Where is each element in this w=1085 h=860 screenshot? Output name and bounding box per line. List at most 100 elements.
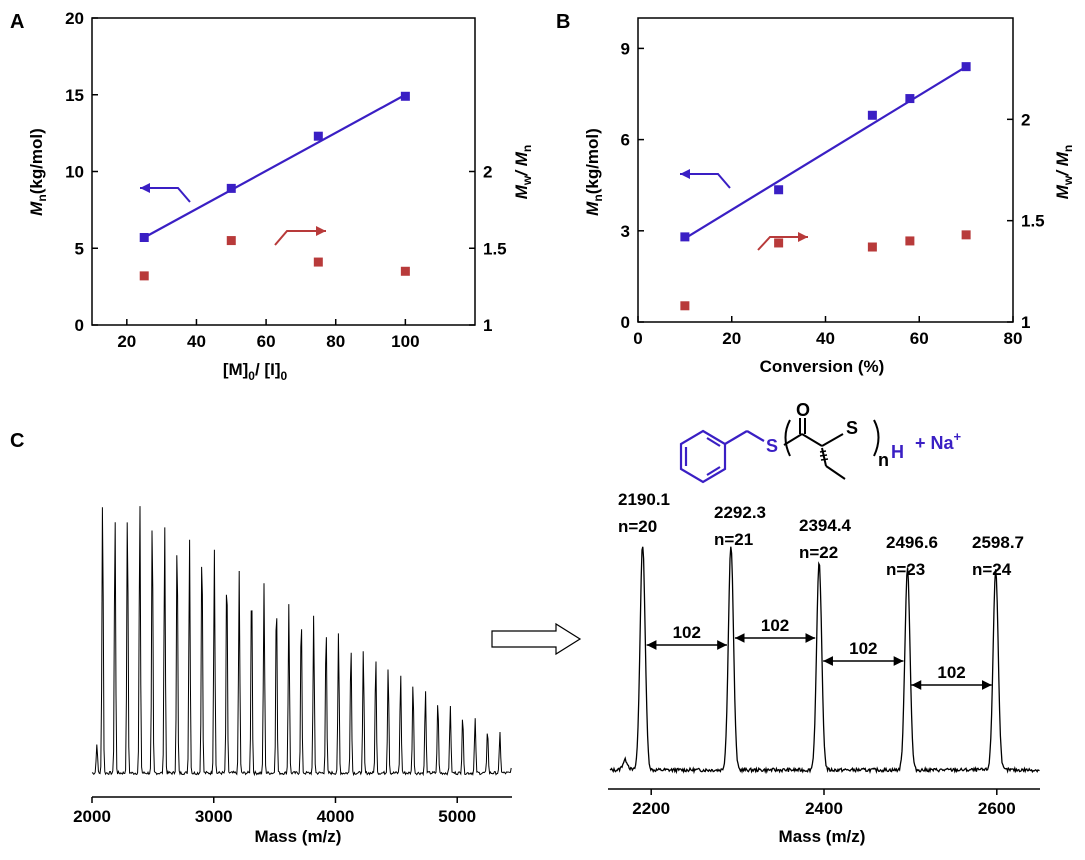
x-tick-label: 2400	[805, 799, 843, 818]
x-tick-label: 2000	[73, 807, 111, 826]
y-tick-label: 10	[65, 163, 84, 182]
y2-tick-label: 2	[483, 163, 492, 182]
y2-tick-label: 1	[1021, 313, 1030, 332]
y2-tick-label: 2	[1021, 110, 1030, 129]
x-tick-label: 2600	[978, 799, 1016, 818]
mn-data-point	[774, 185, 784, 195]
y2-tick-label: 1.5	[1021, 212, 1045, 231]
structure-n-subscript: n	[878, 450, 889, 470]
x-tick-label: 20	[117, 332, 136, 351]
x-tick-label: 4000	[317, 807, 355, 826]
dispersity-data-point	[313, 257, 323, 267]
mn-data-point	[139, 233, 149, 243]
peak-mass-label: 2598.7	[972, 533, 1024, 552]
spectrum-trace	[91, 506, 512, 777]
peak-mass-label: 2292.3	[714, 503, 766, 522]
mn-data-point	[905, 94, 915, 104]
chart-c-left: 2000 3000 4000 5000	[73, 506, 512, 826]
chart-b-y2label: Mw/ Mn	[1053, 145, 1075, 199]
peak-mass-label: 2394.4	[799, 516, 852, 535]
benzene-ring-icon	[679, 429, 765, 484]
right-axis-arrow-icon	[274, 226, 326, 246]
structure-sodium: + Na+	[915, 429, 962, 453]
spacing-label: 102	[849, 639, 877, 658]
dispersity-data-point	[400, 266, 410, 276]
panel-letter-b: B	[556, 11, 570, 33]
mn-data-point	[226, 183, 236, 193]
x-tick-label: 40	[816, 329, 835, 348]
chemical-structure: S O S n H + Na+	[679, 400, 962, 484]
chart-a-xlabel: [M]0/ [I]0	[223, 360, 288, 383]
structure-sulfur-1: S	[766, 436, 778, 456]
mn-data-point	[961, 62, 971, 72]
y-tick-label: 5	[75, 239, 84, 258]
dispersity-data-point	[905, 236, 915, 246]
chart-c-left-xlabel: Mass (m/z)	[255, 827, 342, 846]
spectrum-trace	[609, 546, 1040, 775]
spacing-label: 102	[937, 663, 965, 682]
dispersity-data-point	[867, 242, 877, 252]
spacing-label: 102	[761, 616, 789, 635]
structure-hydrogen: H	[891, 442, 904, 462]
chart-b-ylabel: Mn(kg/mol)	[583, 128, 605, 216]
dispersity-data-point	[139, 271, 149, 281]
panel-letter-a: A	[10, 11, 24, 33]
dispersity-data-point	[961, 230, 971, 240]
mn-data-point	[400, 91, 410, 101]
peak-n-label: n=24	[972, 560, 1012, 579]
x-tick-label: 20	[722, 329, 741, 348]
plot-frame	[91, 17, 476, 326]
plot-frame	[637, 17, 1014, 323]
chart-b-xlabel: Conversion (%)	[760, 357, 885, 376]
x-tick-label: 80	[1004, 329, 1023, 348]
mn-data-point	[680, 232, 690, 242]
panel-letter-c: C	[10, 430, 24, 452]
fit-line	[143, 93, 406, 239]
x-tick-label: 40	[187, 332, 206, 351]
mn-data-point	[313, 131, 323, 141]
x-tick-label: 3000	[195, 807, 233, 826]
peak-mass-label: 2190.1	[618, 490, 670, 509]
left-axis-arrow-icon	[140, 183, 191, 203]
y-tick-label: 6	[621, 131, 630, 150]
y2-tick-label: 1	[483, 316, 492, 335]
peak-n-label: n=21	[714, 530, 753, 549]
y-tick-label: 0	[621, 313, 630, 332]
fit-line	[684, 65, 967, 240]
chart-c-right-xlabel: Mass (m/z)	[779, 827, 866, 846]
transition-arrow-icon	[491, 622, 582, 656]
x-tick-label: 2200	[632, 799, 670, 818]
structure-oxygen: O	[796, 400, 810, 420]
y-tick-label: 20	[65, 9, 84, 28]
peak-n-label: n=20	[618, 517, 657, 536]
y-tick-label: 9	[621, 39, 630, 58]
dispersity-data-point	[680, 301, 690, 311]
chart-a-y2label: Mw/ Mn	[512, 145, 534, 199]
x-tick-label: 0	[633, 329, 642, 348]
mn-data-point	[867, 110, 877, 120]
x-tick-label: 60	[910, 329, 929, 348]
y-tick-label: 0	[75, 316, 84, 335]
y2-tick-label: 1.5	[483, 239, 507, 258]
monomer-unit-bonds	[783, 418, 880, 480]
chart-b: 0 20 40 60 80 0 3 6 9 1 1.5 2	[621, 17, 1045, 348]
peak-mass-label: 2496.6	[886, 533, 938, 552]
x-tick-label: 60	[257, 332, 276, 351]
chart-a: 20 40 60 80 100 0 5 10 15 20 1 1.5 2	[65, 9, 507, 351]
chart-a-ylabel: Mn(kg/mol)	[27, 128, 49, 216]
left-axis-arrow-icon	[680, 169, 731, 189]
x-tick-label: 80	[326, 332, 345, 351]
spacing-label: 102	[673, 623, 701, 642]
y-tick-label: 3	[621, 222, 630, 241]
dispersity-data-point	[226, 236, 236, 246]
peak-n-label: n=23	[886, 560, 925, 579]
right-axis-arrow-icon	[757, 232, 808, 251]
structure-sulfur-2: S	[846, 418, 858, 438]
y-tick-label: 15	[65, 86, 84, 105]
dispersity-data-point	[774, 238, 784, 248]
chart-c-right: 2200 2400 2600 2190.1 n=20 2292.3 n=21 2394.4 n=…	[608, 490, 1040, 818]
x-tick-label: 100	[391, 332, 419, 351]
wedge-bond-icon	[819, 450, 829, 461]
peak-n-label: n=22	[799, 543, 838, 562]
